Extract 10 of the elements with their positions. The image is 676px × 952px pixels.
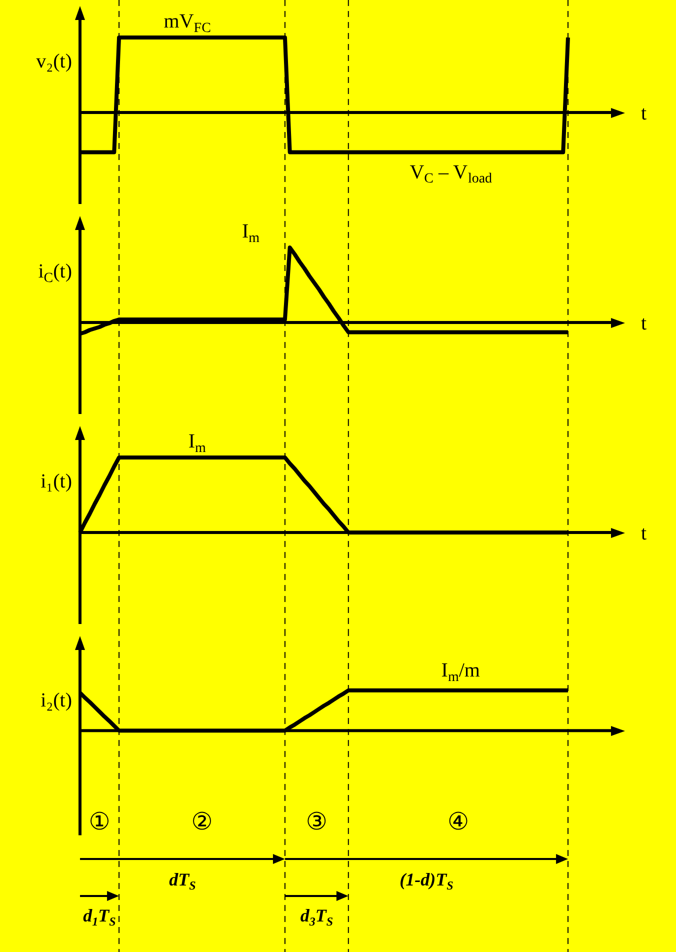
text: ② xyxy=(191,807,213,836)
x-axis-title: t xyxy=(641,102,647,124)
y-axis-title: i₂(t) xyxy=(40,689,72,712)
y-axis-title: i₁(t) xyxy=(40,470,72,492)
y-axis-title: v₂(t) xyxy=(36,50,72,72)
x-axis-title: t xyxy=(641,522,647,544)
text: ④ xyxy=(447,807,469,836)
x-axis-title: t xyxy=(641,312,647,334)
text: ① xyxy=(88,807,110,836)
text: ③ xyxy=(306,807,328,836)
